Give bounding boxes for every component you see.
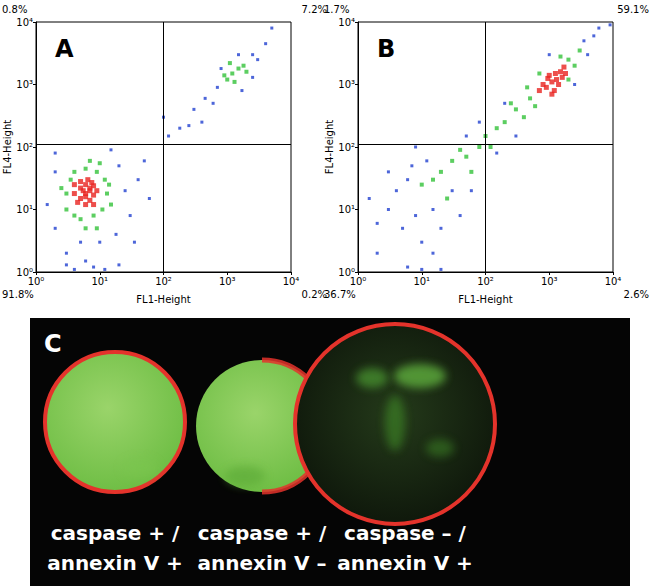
svg-text:10⁴: 10⁴ [338,17,355,28]
svg-text:caspase – /: caspase – / [344,521,466,545]
svg-text:caspase + /: caspase + / [198,521,327,545]
svg-text:2.6%: 2.6% [624,289,649,300]
svg-text:36.7%: 36.7% [324,289,356,300]
svg-text:10²: 10² [16,142,33,153]
svg-text:A: A [55,35,74,63]
svg-text:0.2%: 0.2% [301,288,327,300]
svg-text:10⁰: 10⁰ [350,276,367,287]
svg-text:10²: 10² [155,276,172,287]
svg-text:10⁰: 10⁰ [28,276,45,287]
svg-text:10⁴: 10⁴ [16,17,33,28]
svg-text:10⁴: 10⁴ [283,276,300,287]
svg-text:10¹: 10¹ [16,204,33,215]
svg-text:10³: 10³ [219,276,236,287]
svg-text:0.8%: 0.8% [2,4,27,15]
svg-text:FL4-Height: FL4-Height [324,120,335,174]
svg-text:FL4-Height: FL4-Height [2,120,13,174]
svg-text:10¹: 10¹ [91,276,108,287]
svg-text:10²: 10² [338,142,355,153]
svg-text:B: B [377,35,395,63]
svg-text:10¹: 10¹ [413,276,430,287]
svg-text:1.7%: 1.7% [324,4,349,15]
svg-text:7.2%: 7.2% [301,3,327,15]
svg-text:FL1-Height: FL1-Height [136,294,190,305]
svg-text:59.1%: 59.1% [617,4,649,15]
svg-text:91.8%: 91.8% [2,289,34,300]
svg-text:annexin V +: annexin V + [337,551,473,575]
svg-text:10⁰: 10⁰ [338,266,355,278]
svg-text:10¹: 10¹ [338,204,355,215]
svg-text:FL1-Height: FL1-Height [458,294,512,305]
svg-text:10⁰: 10⁰ [16,266,33,278]
svg-text:10⁴: 10⁴ [605,276,622,287]
svg-text:C: C [44,330,62,358]
svg-text:annexin V +: annexin V + [47,551,183,575]
svg-text:10²: 10² [477,276,494,287]
svg-text:10³: 10³ [338,79,355,90]
svg-text:10³: 10³ [16,79,33,90]
svg-text:caspase + /: caspase + / [51,521,180,545]
svg-text:annexin V –: annexin V – [198,551,327,575]
svg-text:10³: 10³ [541,276,558,287]
